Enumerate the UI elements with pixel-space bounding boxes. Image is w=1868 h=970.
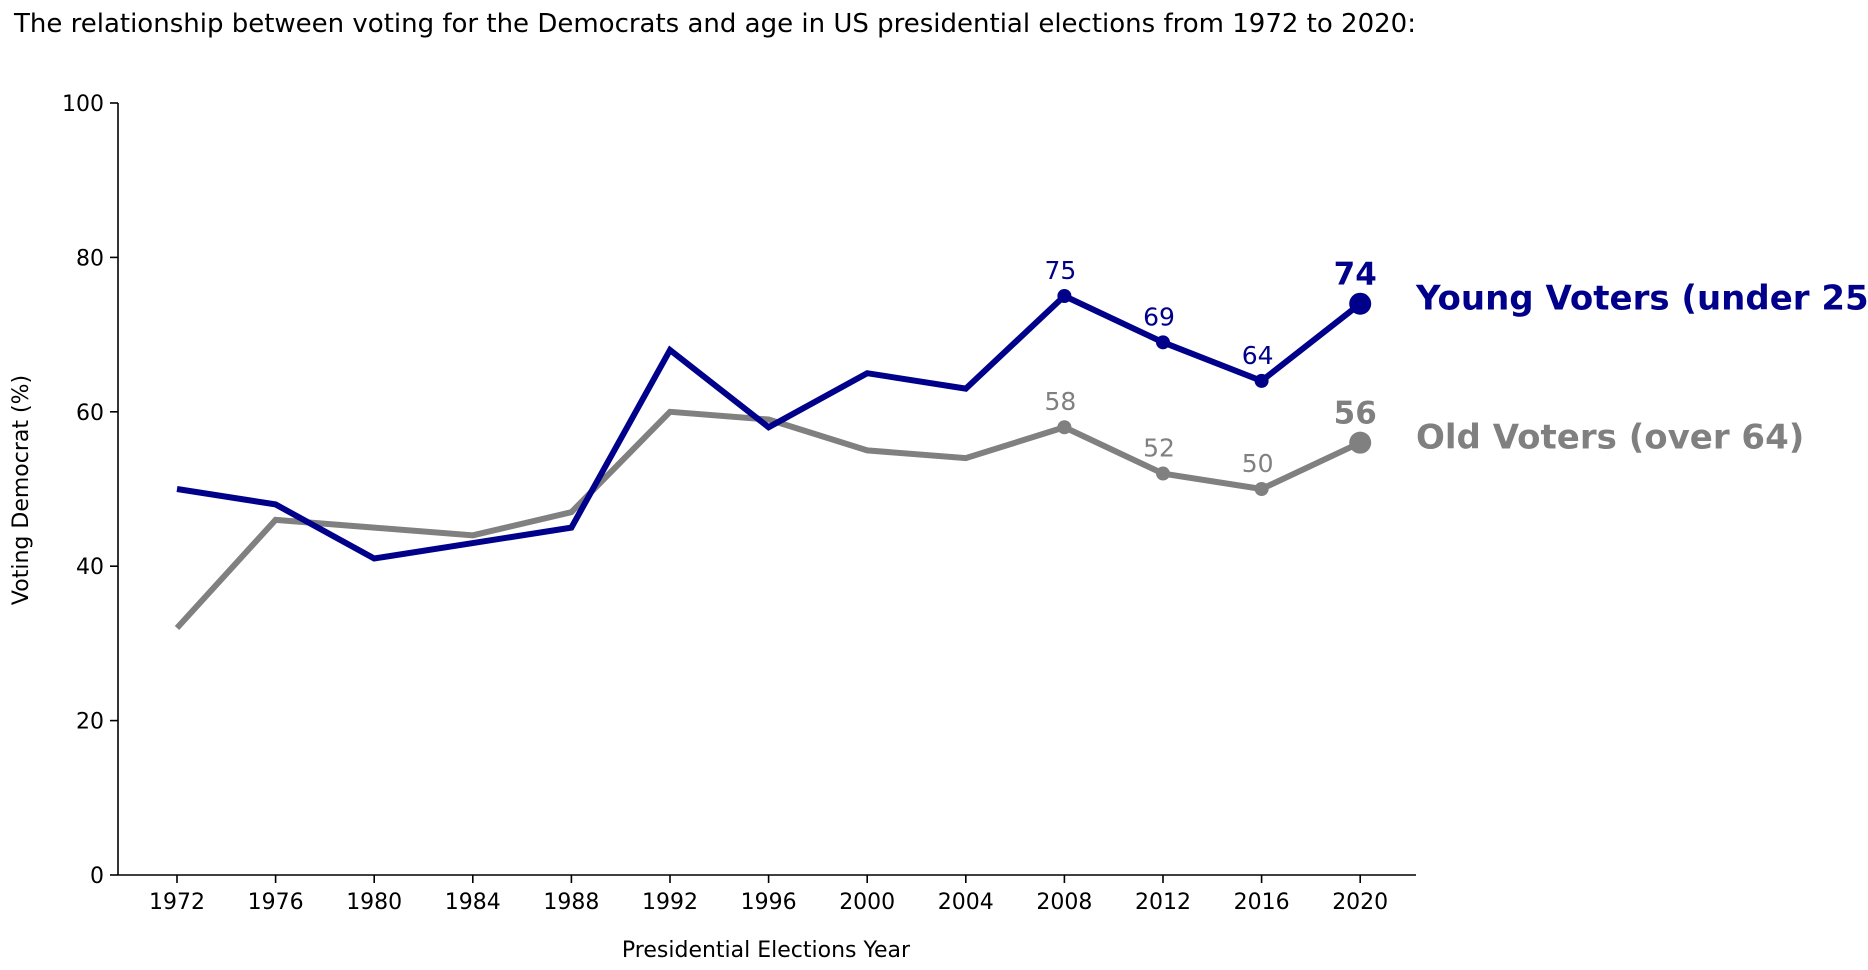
x-tick-label: 1984 xyxy=(445,890,501,915)
x-tick-label: 1988 xyxy=(543,890,599,915)
x-tick-label: 2000 xyxy=(839,890,895,915)
series-line-young xyxy=(176,292,1363,562)
data-point-old xyxy=(1254,482,1269,496)
data-label-young: 74 xyxy=(1334,257,1377,293)
data-point-old xyxy=(1057,420,1072,435)
series-line-old xyxy=(174,408,1362,630)
data-label-young: 64 xyxy=(1242,341,1274,370)
x-tick-label: 1972 xyxy=(149,890,205,915)
y-tick-label: 40 xyxy=(76,555,104,580)
data-label-young: 69 xyxy=(1143,302,1175,331)
series-label-old: Old Voters (over 64) xyxy=(1416,418,1804,458)
y-tick-label: 0 xyxy=(90,864,104,889)
data-label-old: 56 xyxy=(1334,396,1377,432)
x-tick-label: 2016 xyxy=(1234,890,1290,915)
data-point-young xyxy=(1057,289,1072,303)
y-tick-label: 100 xyxy=(62,92,104,117)
x-tick-label: 1992 xyxy=(642,890,698,915)
series-label-young: Young Voters (under 25) xyxy=(1415,279,1868,319)
data-point-old xyxy=(1349,431,1372,454)
x-tick-label: 1996 xyxy=(741,890,797,915)
data-label-old: 50 xyxy=(1242,449,1274,478)
x-tick-label: 1980 xyxy=(346,890,402,915)
x-axis-title: Presidential Elections Year xyxy=(622,938,911,963)
data-point-young xyxy=(1254,373,1269,388)
x-tick-label: 2020 xyxy=(1332,890,1388,915)
chart-title: The relationship between voting for the … xyxy=(13,9,1416,39)
x-tick-label: 1976 xyxy=(248,890,304,915)
y-tick-label: 80 xyxy=(76,246,104,271)
series-layer: 58 52 50 56 Old Voters (over 64) 75 69 64 74 Youn… xyxy=(174,256,1868,630)
y-tick-label: 20 xyxy=(76,710,104,735)
x-tick-label: 2004 xyxy=(938,890,994,915)
y-axis-title: Voting Democrat (%) xyxy=(9,375,34,605)
data-label-young: 75 xyxy=(1044,256,1076,285)
data-point-old xyxy=(1156,466,1170,481)
y-tick-label: 60 xyxy=(76,401,104,426)
x-tick-label: 2008 xyxy=(1036,890,1092,915)
data-point-young xyxy=(1156,335,1170,350)
data-point-young xyxy=(1349,292,1372,315)
axes: 0 20 40 60 80 100 1972 1976 1980 1984 1988 1992 1996… xyxy=(62,92,1416,915)
x-tick-label: 2012 xyxy=(1135,890,1191,915)
data-label-old: 52 xyxy=(1143,434,1175,463)
data-label-old: 58 xyxy=(1044,387,1076,416)
